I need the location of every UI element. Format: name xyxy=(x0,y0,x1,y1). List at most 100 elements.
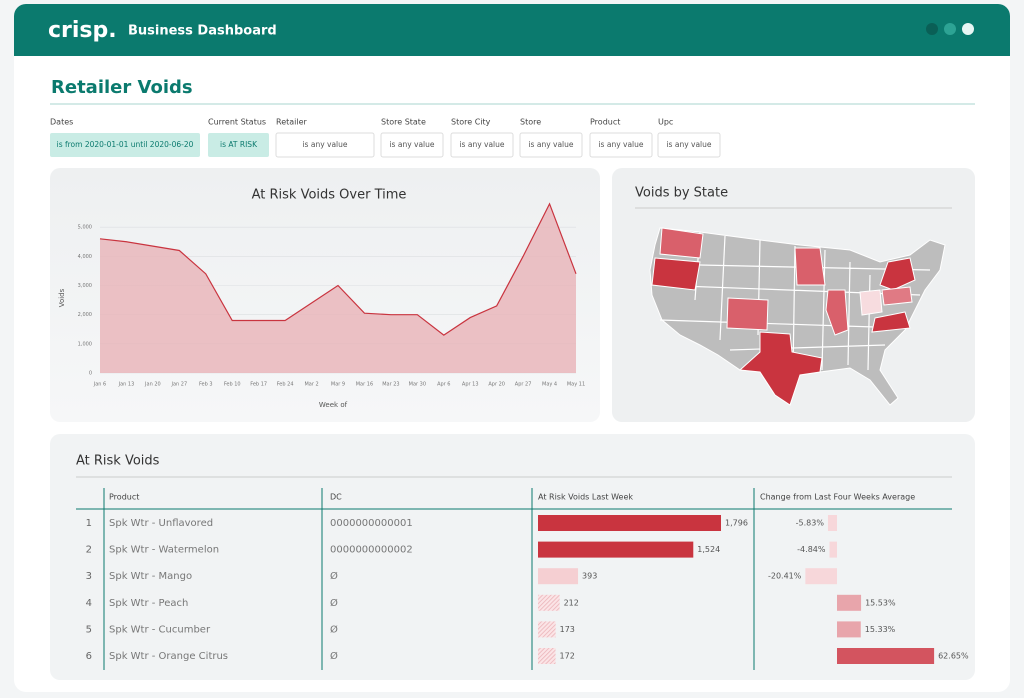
state[interactable] xyxy=(659,227,704,259)
state[interactable] xyxy=(726,297,769,331)
column-header: At Risk Voids Last Week xyxy=(538,493,633,502)
x-tick-label: Apr 13 xyxy=(462,382,479,388)
filter-box[interactable] xyxy=(450,132,514,158)
y-tick-label: 3,000 xyxy=(78,283,92,289)
filter-value: is AT RISK xyxy=(220,140,258,149)
header-title: Business Dashboard xyxy=(128,24,277,39)
x-tick-label: May 11 xyxy=(567,382,585,388)
change-label: 15.53% xyxy=(865,598,896,607)
filter-label: Current Status xyxy=(208,118,266,127)
x-tick-label: Jan 20 xyxy=(144,382,161,388)
change-bar xyxy=(837,621,861,638)
filter-label: Store State xyxy=(381,118,426,127)
x-tick-label: Mar 23 xyxy=(382,382,399,388)
state[interactable] xyxy=(879,257,916,291)
filter-value: is any value xyxy=(666,140,711,149)
status-dot[interactable] xyxy=(944,23,956,35)
page-title: Retailer Voids xyxy=(51,77,193,98)
voids-bar xyxy=(538,515,721,531)
x-tick-label: Jan 6 xyxy=(93,382,106,388)
y-tick-label: 4,000 xyxy=(78,254,92,260)
x-axis-label: Week of xyxy=(319,401,348,409)
us-map xyxy=(649,227,946,406)
filter-box[interactable] xyxy=(589,132,653,158)
dc-cell: 0000000000002 xyxy=(330,545,413,556)
y-tick-label: 2,000 xyxy=(78,312,92,318)
product-cell: Spk Wtr - Watermelon xyxy=(109,545,219,556)
x-tick-label: May 4 xyxy=(542,382,557,388)
dc-cell: Ø xyxy=(330,570,338,582)
column-header: Product xyxy=(109,493,139,502)
x-tick-label: Apr 27 xyxy=(515,382,532,388)
change-bar xyxy=(827,515,837,531)
change-bar xyxy=(829,541,837,558)
y-tick-label: 1,000 xyxy=(78,341,92,347)
filter-label: Store xyxy=(520,118,541,127)
filter-label: Store City xyxy=(451,118,491,127)
dc-cell: Ø xyxy=(330,597,338,609)
table-title: At Risk Voids xyxy=(76,454,160,469)
y-tick-label: 0 xyxy=(89,371,92,377)
filter-box[interactable] xyxy=(519,132,583,158)
change-label: -4.84% xyxy=(797,545,826,554)
product-cell: Spk Wtr - Peach xyxy=(109,598,188,609)
row-index: 2 xyxy=(86,545,92,556)
state[interactable] xyxy=(859,289,883,316)
dc-cell: 0000000000001 xyxy=(330,518,413,529)
x-tick-label: Mar 30 xyxy=(409,382,426,388)
filter-box[interactable] xyxy=(657,132,721,158)
row-index: 4 xyxy=(86,598,92,609)
filter-box[interactable] xyxy=(208,133,269,157)
filter-label: Retailer xyxy=(276,118,308,127)
voids-bar xyxy=(538,594,560,611)
column-header: DC xyxy=(330,493,342,502)
column-rules xyxy=(103,488,755,670)
change-bar xyxy=(837,594,862,611)
chart-title: At Risk Voids Over Time xyxy=(252,188,407,203)
voids-label: 173 xyxy=(560,625,575,634)
voids-label: 212 xyxy=(564,598,579,607)
area-fill xyxy=(100,203,576,373)
product-cell: Spk Wtr - Unflavored xyxy=(109,518,213,529)
filter-value: is any value xyxy=(598,140,643,149)
state[interactable] xyxy=(651,257,701,291)
column-header: Change from Last Four Weeks Average xyxy=(760,493,915,502)
filter-box[interactable] xyxy=(50,133,200,157)
state[interactable] xyxy=(825,289,849,336)
x-tick-label: Mar 2 xyxy=(304,382,318,388)
voids-bar xyxy=(538,648,556,664)
filter-box[interactable] xyxy=(380,132,444,158)
state[interactable] xyxy=(794,247,826,286)
voids-bar xyxy=(538,541,694,558)
x-tick-label: Jan 13 xyxy=(118,382,135,388)
voids-label: 393 xyxy=(582,572,597,581)
filter-value: is any value xyxy=(528,140,573,149)
product-cell: Spk Wtr - Cucumber xyxy=(109,624,211,635)
state[interactable] xyxy=(881,286,913,306)
dc-cell: Ø xyxy=(330,650,338,662)
product-cell: Spk Wtr - Orange Citrus xyxy=(109,651,228,662)
change-label: -20.41% xyxy=(768,572,802,581)
globe-icon[interactable] xyxy=(926,23,938,35)
change-label: 62.65% xyxy=(938,652,969,661)
x-tick-label: Jan 27 xyxy=(170,382,187,388)
state[interactable] xyxy=(871,311,911,333)
logo: crisp. xyxy=(48,18,117,43)
x-tick-label: Mar 16 xyxy=(356,382,373,388)
voids-label: 172 xyxy=(560,652,575,661)
x-tick-label: Mar 9 xyxy=(331,382,345,388)
status-dot[interactable] xyxy=(962,23,974,35)
x-tick-label: Feb 3 xyxy=(199,382,213,388)
map-title: Voids by State xyxy=(635,186,728,201)
filter-value: is any value xyxy=(389,140,434,149)
x-tick-label: Apr 6 xyxy=(437,382,450,388)
filter-box[interactable] xyxy=(275,132,375,158)
filter-label: Dates xyxy=(50,118,73,127)
row-index: 6 xyxy=(86,651,92,662)
state[interactable] xyxy=(738,331,823,406)
filter-label: Upc xyxy=(658,118,673,127)
y-axis-label: Voids xyxy=(58,288,66,307)
change-label: -5.83% xyxy=(796,519,825,528)
